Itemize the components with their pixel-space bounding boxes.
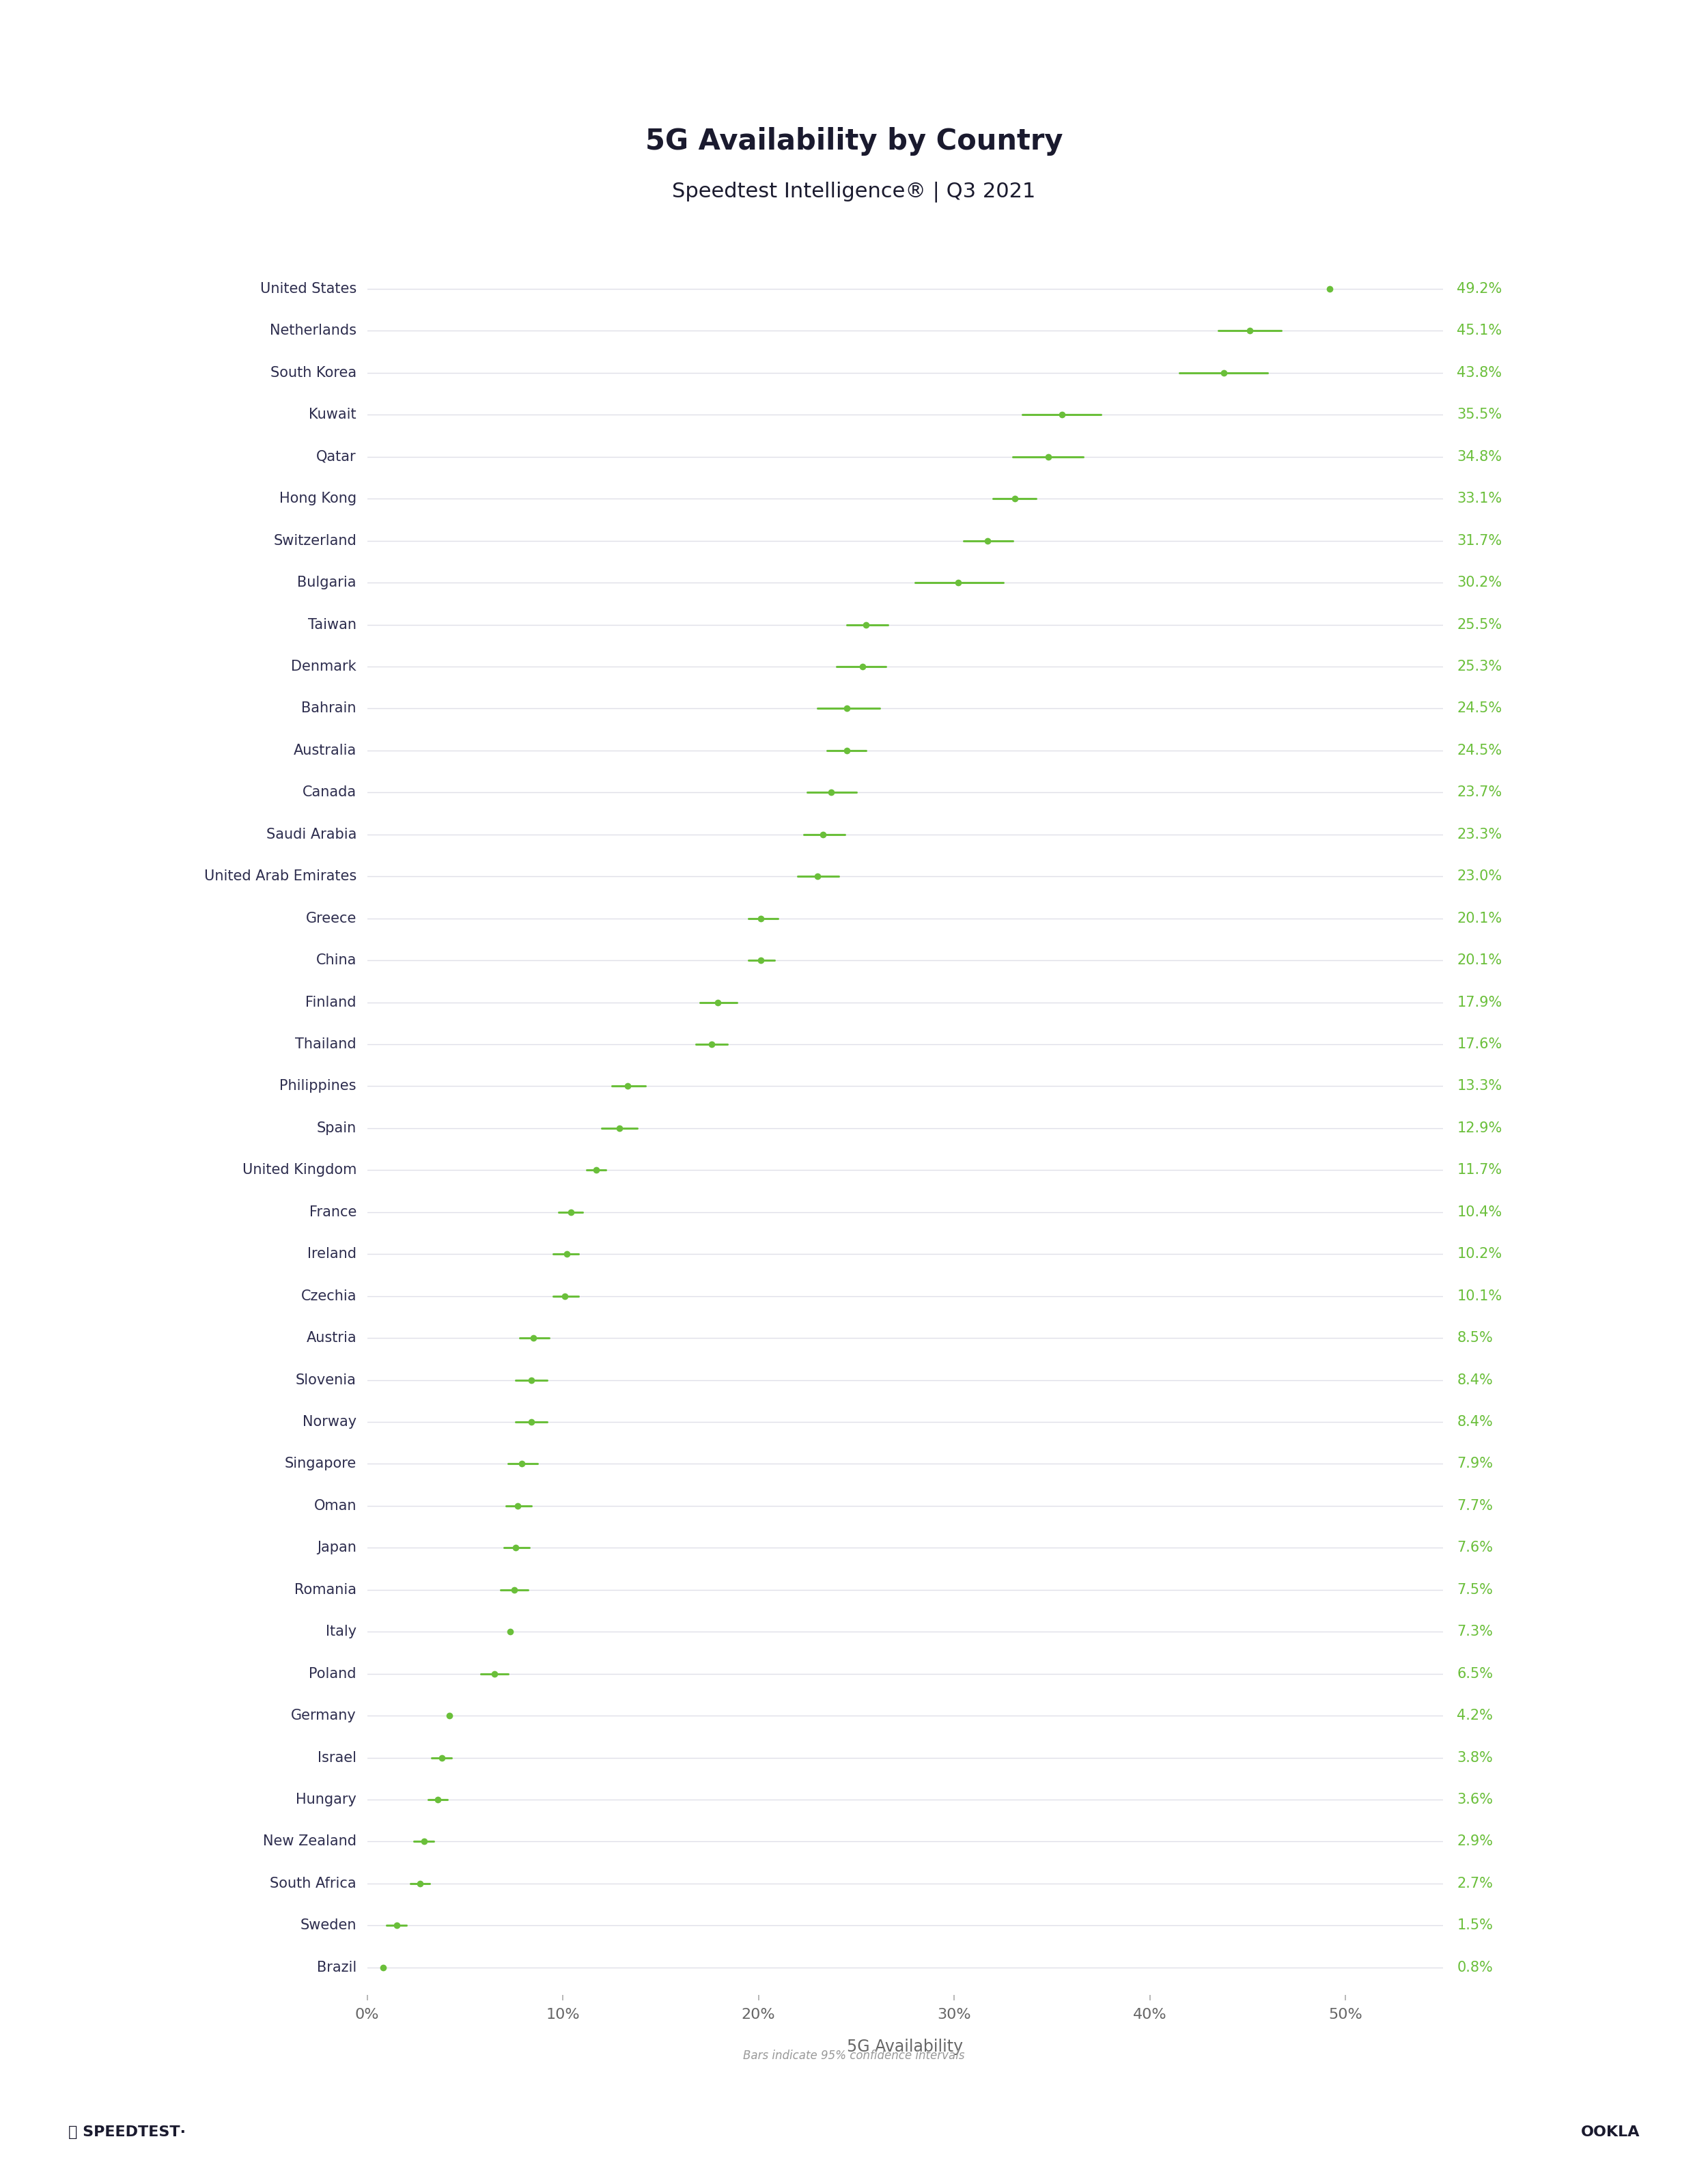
Text: ⦾ SPEEDTEST·: ⦾ SPEEDTEST· — [68, 2126, 186, 2139]
Text: 2.9%: 2.9% — [1457, 1836, 1493, 1849]
Text: 13.3%: 13.3% — [1457, 1079, 1501, 1092]
Text: 8.4%: 8.4% — [1457, 1373, 1493, 1386]
Text: 34.8%: 34.8% — [1457, 449, 1501, 464]
Text: 30.2%: 30.2% — [1457, 576, 1501, 589]
Text: New Zealand: New Zealand — [263, 1836, 357, 1849]
Text: Oman: Oman — [314, 1500, 357, 1513]
Text: Italy: Italy — [326, 1624, 357, 1639]
Text: OOKLA: OOKLA — [1580, 2126, 1640, 2139]
Text: 31.7%: 31.7% — [1457, 534, 1501, 547]
Text: Greece: Greece — [306, 911, 357, 924]
Text: Bahrain: Bahrain — [302, 702, 357, 715]
Text: Philippines: Philippines — [280, 1079, 357, 1092]
Text: Brazil: Brazil — [316, 1960, 357, 1975]
Text: 20.1%: 20.1% — [1457, 911, 1501, 924]
Text: 7.9%: 7.9% — [1457, 1456, 1493, 1472]
Text: 20.1%: 20.1% — [1457, 953, 1501, 968]
Text: Czechia: Czechia — [301, 1288, 357, 1304]
Text: 3.8%: 3.8% — [1457, 1751, 1493, 1764]
Text: Bulgaria: Bulgaria — [297, 576, 357, 589]
Text: United States: United States — [260, 281, 357, 296]
Text: Japan: Japan — [318, 1541, 357, 1554]
Text: 33.1%: 33.1% — [1457, 493, 1501, 506]
Text: 10.4%: 10.4% — [1457, 1206, 1501, 1219]
Text: 3.6%: 3.6% — [1457, 1792, 1493, 1807]
Text: Spain: Spain — [316, 1121, 357, 1136]
Text: United Arab Emirates: United Arab Emirates — [203, 870, 357, 883]
Text: Germany: Germany — [290, 1709, 357, 1722]
Text: 4.2%: 4.2% — [1457, 1709, 1493, 1722]
Text: 0.8%: 0.8% — [1457, 1960, 1493, 1975]
Text: Switzerland: Switzerland — [273, 534, 357, 547]
Text: 7.3%: 7.3% — [1457, 1624, 1493, 1639]
Text: Qatar: Qatar — [316, 449, 357, 464]
Text: Romania: Romania — [294, 1583, 357, 1596]
Text: Denmark: Denmark — [290, 661, 357, 674]
Text: 23.7%: 23.7% — [1457, 785, 1501, 800]
Text: Austria: Austria — [306, 1332, 357, 1345]
Text: 25.3%: 25.3% — [1457, 661, 1501, 674]
Text: Kuwait: Kuwait — [309, 408, 357, 421]
Text: 6.5%: 6.5% — [1457, 1668, 1493, 1681]
Text: 5G Availability by Country: 5G Availability by Country — [646, 126, 1062, 157]
Text: 23.0%: 23.0% — [1457, 870, 1501, 883]
Text: Israel: Israel — [318, 1751, 357, 1764]
Text: Bars indicate 95% confidence intervals: Bars indicate 95% confidence intervals — [743, 2049, 965, 2062]
Text: 2.7%: 2.7% — [1457, 1877, 1493, 1890]
Text: Ireland: Ireland — [307, 1247, 357, 1260]
Text: Finland: Finland — [306, 996, 357, 1009]
Text: 12.9%: 12.9% — [1457, 1121, 1501, 1136]
Text: Taiwan: Taiwan — [307, 617, 357, 632]
Text: 24.5%: 24.5% — [1457, 743, 1501, 756]
Text: 45.1%: 45.1% — [1457, 325, 1501, 338]
Text: China: China — [316, 953, 357, 968]
Text: Hong Kong: Hong Kong — [278, 493, 357, 506]
Text: Hungary: Hungary — [295, 1792, 357, 1807]
Text: 8.5%: 8.5% — [1457, 1332, 1493, 1345]
Text: Thailand: Thailand — [295, 1038, 357, 1051]
Text: 17.6%: 17.6% — [1457, 1038, 1501, 1051]
Text: South Korea: South Korea — [270, 366, 357, 379]
Text: 11.7%: 11.7% — [1457, 1164, 1501, 1177]
Text: Slovenia: Slovenia — [295, 1373, 357, 1386]
Text: 43.8%: 43.8% — [1457, 366, 1501, 379]
Text: 35.5%: 35.5% — [1457, 408, 1501, 421]
Text: Australia: Australia — [294, 743, 357, 756]
Text: South Africa: South Africa — [270, 1877, 357, 1890]
Text: 10.1%: 10.1% — [1457, 1288, 1501, 1304]
Text: Canada: Canada — [302, 785, 357, 800]
Text: Singapore: Singapore — [285, 1456, 357, 1472]
Text: Netherlands: Netherlands — [270, 325, 357, 338]
Text: 10.2%: 10.2% — [1457, 1247, 1501, 1260]
Text: 1.5%: 1.5% — [1457, 1918, 1493, 1931]
Text: 7.7%: 7.7% — [1457, 1500, 1493, 1513]
Text: 7.6%: 7.6% — [1457, 1541, 1493, 1554]
Text: 8.4%: 8.4% — [1457, 1415, 1493, 1428]
Text: 24.5%: 24.5% — [1457, 702, 1501, 715]
Text: Speedtest Intelligence® | Q3 2021: Speedtest Intelligence® | Q3 2021 — [673, 181, 1035, 203]
Text: 17.9%: 17.9% — [1457, 996, 1501, 1009]
Text: 7.5%: 7.5% — [1457, 1583, 1493, 1596]
Text: 23.3%: 23.3% — [1457, 828, 1501, 841]
Text: 49.2%: 49.2% — [1457, 281, 1501, 296]
Text: United Kingdom: United Kingdom — [243, 1164, 357, 1177]
Text: France: France — [309, 1206, 357, 1219]
Text: Saudi Arabia: Saudi Arabia — [266, 828, 357, 841]
Text: Sweden: Sweden — [301, 1918, 357, 1931]
Text: 25.5%: 25.5% — [1457, 617, 1501, 632]
Text: Poland: Poland — [309, 1668, 357, 1681]
X-axis label: 5G Availability: 5G Availability — [847, 2038, 963, 2056]
Text: Norway: Norway — [302, 1415, 357, 1428]
